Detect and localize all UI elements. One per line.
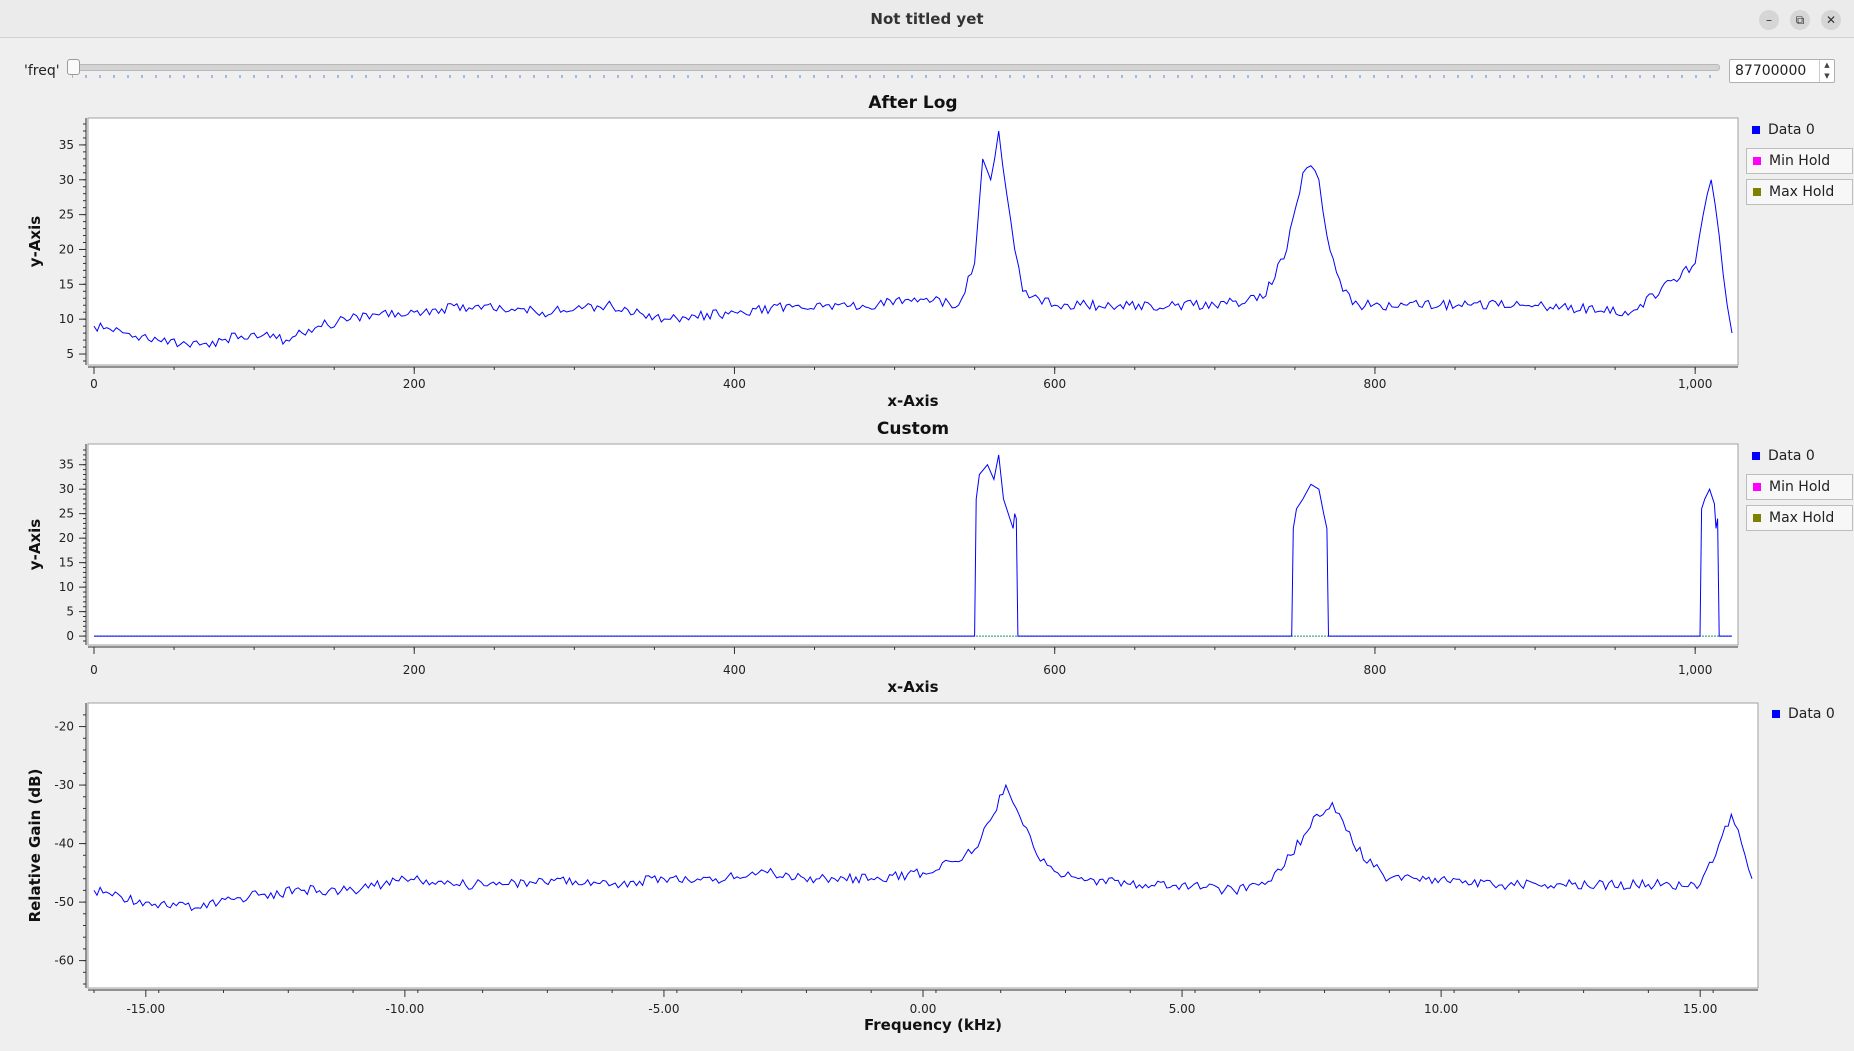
x-tick-label: 200: [403, 377, 426, 391]
x-tick-label: -10.00: [386, 1002, 425, 1016]
legend-data0-plot2[interactable]: Data 0: [1746, 444, 1848, 468]
x-tick-label: 1,000: [1678, 377, 1712, 391]
y-tick-label: 20: [59, 531, 74, 545]
y-axis-label: Relative Gain (dB): [26, 769, 44, 923]
y-tick-label: 5: [66, 347, 74, 361]
x-axis-label: x-Axis: [887, 678, 938, 696]
window-titlebar: Not titled yet – ⧉ ✕: [0, 0, 1854, 38]
x-axis-label: x-Axis: [887, 392, 938, 410]
x-tick-label: 800: [1363, 663, 1386, 677]
x-tick-label: 400: [723, 663, 746, 677]
restore-button[interactable]: ⧉: [1790, 10, 1810, 30]
x-tick-label: 5.00: [1169, 1002, 1196, 1016]
y-tick-label: 30: [59, 173, 74, 187]
chart-1: 0 200 400 600 800 1,000 5 10 15 20 25 30 35 After Log…: [26, 93, 1739, 410]
legend-swatch: [1752, 452, 1760, 460]
y-tick-label: -60: [54, 954, 74, 968]
x-tick-label: -15.00: [126, 1002, 165, 1016]
y-axis-label: y-Axis: [26, 216, 44, 267]
freq-slider-handle[interactable]: [67, 59, 80, 75]
legend-swatch: [1753, 483, 1761, 491]
legend-maxhold-plot1[interactable]: Max Hold: [1746, 179, 1853, 205]
x-tick-label: 600: [1043, 377, 1066, 391]
spin-up-button[interactable]: ▲: [1819, 60, 1834, 71]
y-tick-label: 25: [59, 507, 74, 521]
x-tick-label: 200: [403, 663, 426, 677]
y-tick-label: 35: [59, 138, 74, 152]
plot-area: [87, 117, 1739, 366]
y-tick-label: -20: [54, 720, 74, 734]
y-tick-label: 35: [59, 458, 74, 472]
freq-spinbox[interactable]: 87700000 ▲ ▼: [1729, 59, 1835, 83]
legend-data0-plot3[interactable]: Data 0: [1766, 702, 1854, 726]
freq-slider-ticks: [72, 75, 1711, 78]
y-axis-label: y-Axis: [26, 519, 44, 570]
y-tick-label: 15: [59, 277, 74, 291]
legend-minhold-plot2[interactable]: Min Hold: [1746, 474, 1853, 500]
x-axis-label: Frequency (kHz): [864, 1016, 1002, 1034]
y-tick-label: -40: [54, 837, 74, 851]
x-tick-label: -5.00: [648, 1002, 679, 1016]
chart-title: After Log: [868, 93, 957, 113]
y-tick-label: 20: [59, 242, 74, 256]
y-tick-label: 10: [59, 312, 74, 326]
window-title: Not titled yet: [870, 10, 984, 28]
freq-label: 'freq': [24, 63, 60, 79]
x-tick-label: 0.00: [910, 1002, 937, 1016]
freq-value: 87700000: [1735, 63, 1807, 79]
legend-swatch: [1752, 126, 1760, 134]
legend-data0-plot1[interactable]: Data 0: [1746, 118, 1848, 142]
plot-area: [87, 443, 1739, 646]
series-line-data0: [94, 454, 1732, 637]
y-tick-label: 25: [59, 208, 74, 222]
x-tick-label: 600: [1043, 663, 1066, 677]
legend-swatch: [1753, 188, 1761, 196]
series-line-data0: [93, 130, 1733, 348]
chart-title: Custom: [877, 419, 949, 439]
x-tick-label: 400: [723, 377, 746, 391]
x-tick-label: 10.00: [1424, 1002, 1458, 1016]
y-tick-label: -50: [54, 895, 74, 909]
y-tick-label: 10: [59, 580, 74, 594]
x-tick-label: 0: [90, 377, 98, 391]
chart-2: 0 200 400 600 800 1,000 0 5 10 15 20 25 30 35 Custom x-…: [26, 419, 1739, 696]
y-tick-label: 5: [66, 605, 74, 619]
legend-swatch: [1753, 514, 1761, 522]
chart-3: -15.00 -10.00 -5.00 0.00 5.00 10.00 15.00 -20 -3…: [26, 702, 1759, 1034]
close-button[interactable]: ✕: [1821, 10, 1841, 30]
y-tick-label: -30: [54, 778, 74, 792]
spin-down-button[interactable]: ▼: [1819, 71, 1834, 82]
series-line-data0: [93, 783, 1753, 912]
x-tick-label: 1,000: [1678, 663, 1712, 677]
x-tick-label: 0: [90, 663, 98, 677]
legend-maxhold-plot2[interactable]: Max Hold: [1746, 505, 1853, 531]
plot-area: [87, 702, 1759, 989]
y-tick-label: 0: [66, 629, 74, 643]
minimize-button[interactable]: –: [1759, 10, 1779, 30]
legend-minhold-plot1[interactable]: Min Hold: [1746, 148, 1853, 174]
y-tick-label: 30: [59, 482, 74, 496]
y-tick-label: 15: [59, 556, 74, 570]
legend-swatch: [1772, 710, 1780, 718]
legend-swatch: [1753, 157, 1761, 165]
x-tick-label: 15.00: [1683, 1002, 1717, 1016]
x-tick-label: 800: [1363, 377, 1386, 391]
